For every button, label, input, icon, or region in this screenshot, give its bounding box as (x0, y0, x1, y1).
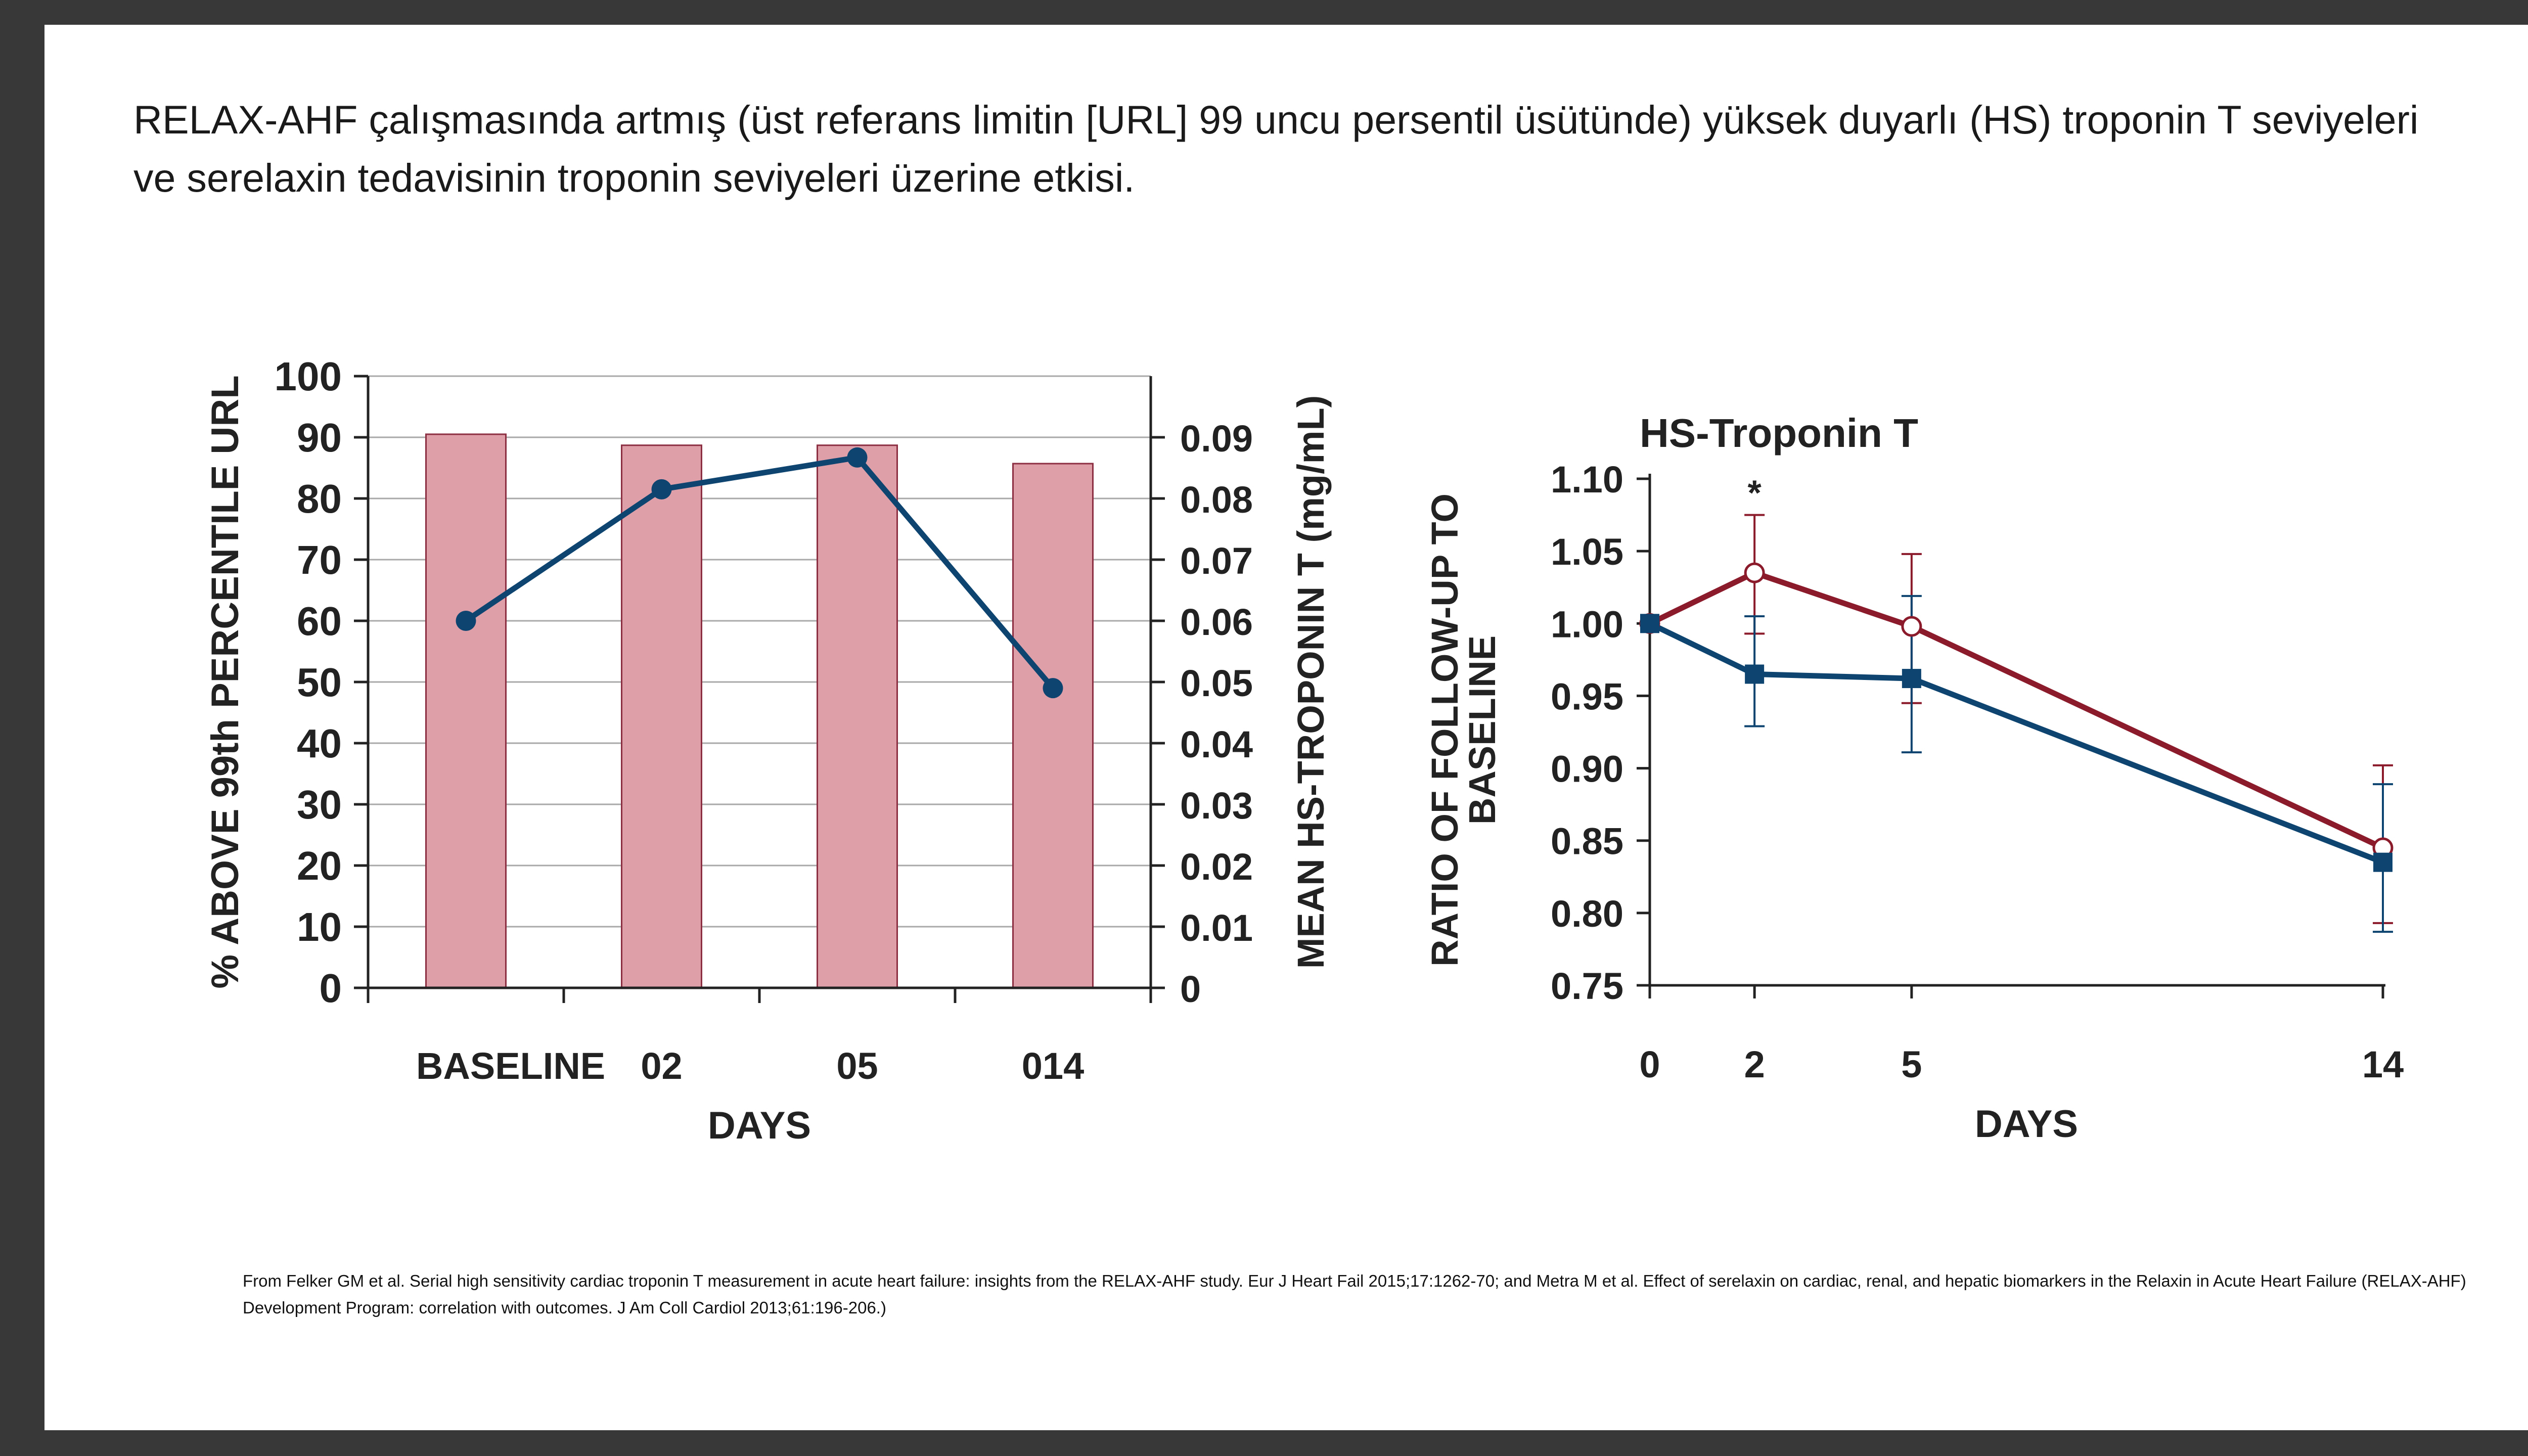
filled-square-marker (1902, 669, 1921, 689)
y-tick-label: 0.95 (1551, 675, 1623, 717)
right-tick-label: 0.03 (1180, 785, 1253, 827)
y-tick-label: 1.05 (1551, 531, 1623, 573)
filled-square-marker (1640, 614, 1659, 633)
x-category-label: 014 (1022, 1045, 1084, 1087)
mean-troponin-point (651, 479, 672, 499)
left-tick-label: 80 (297, 476, 342, 521)
x-category-label: 02 (641, 1045, 682, 1087)
x-tick-label: 0 (1639, 1043, 1660, 1085)
x-axis-title: DAYS (1975, 1103, 2078, 1146)
left-tick-label: 20 (297, 843, 342, 888)
x-tick-label: 2 (1744, 1043, 1765, 1085)
mean-troponin-point (1043, 678, 1063, 699)
bar-line-chart: 0 10 20 30 40 50 60 70 80 90 100 0 0.01 0.02 0.03 0.04 0… (204, 354, 1332, 1147)
y-tick-label: 0.75 (1551, 965, 1623, 1007)
y-tick-label: 1.10 (1551, 459, 1623, 500)
x-axis-title: DAYS (708, 1104, 811, 1147)
right-tick-label: 0.05 (1180, 662, 1253, 704)
bar (1012, 463, 1094, 989)
right-tick-label: 0 (1180, 968, 1201, 1010)
y-tick-label: 0.90 (1551, 748, 1623, 790)
mean-troponin-line (464, 454, 1055, 690)
y-axis-title-line: RATIO OF FOLLOW-UP TO (1424, 493, 1466, 967)
left-tick-label: 10 (297, 904, 342, 949)
right-tick-label: 0.04 (1180, 723, 1253, 765)
ratio-line-chart: HS-Troponin T 0.75 0.80 0.85 0.90 0.95 1.00 1.0… (1424, 411, 2404, 1146)
open-circle-marker (1744, 562, 1765, 583)
y-tick-label: 0.80 (1551, 893, 1623, 935)
right-tick-label: 0.08 (1180, 479, 1253, 521)
filled-square-marker (2373, 852, 2392, 872)
filled-square-marker (1745, 664, 1765, 684)
charts: 010203040506070809010000.010.020.030.040… (204, 354, 2404, 1147)
slide-title: RELAX-AHF çalışmasında artmış (üst refer… (133, 97, 2419, 200)
x-category-label: 05 (836, 1045, 878, 1087)
right-tick-label: 0.06 (1180, 601, 1253, 643)
left-tick-label: 40 (297, 721, 342, 766)
left-tick-label: 50 (297, 660, 342, 705)
chart-title: HS-Troponin T (1640, 411, 1918, 456)
left-axis-title: % ABOVE 99th PERCENTILE URL (204, 375, 247, 988)
y-axis-title: RATIO OF FOLLOW-UP TOBASELINE (1424, 493, 1503, 967)
ratio-line (1648, 570, 2384, 851)
right-tick-label: 0.07 (1180, 540, 1253, 582)
bar (621, 444, 702, 989)
right-tick-label: 0.09 (1180, 418, 1253, 460)
x-category-label: BASELINE (416, 1045, 605, 1087)
bar (817, 444, 898, 989)
left-tick-label: 60 (297, 599, 342, 644)
x-tick-label: 5 (1901, 1043, 1922, 1085)
x-tick-label: 14 (2362, 1043, 2404, 1085)
open-circle-marker (1901, 616, 1922, 637)
bar (425, 433, 507, 989)
right-axis-title: MEAN HS-TROPONIN T (mg/mL) (1290, 395, 1332, 969)
citation: From Felker GM et al. Serial high sensit… (243, 1271, 2466, 1317)
y-axis-title-line: BASELINE (1461, 635, 1503, 825)
y-tick-label: 0.85 (1551, 821, 1623, 862)
y-tick-label: 1.00 (1551, 603, 1623, 645)
right-tick-label: 0.01 (1180, 907, 1253, 949)
left-tick-label: 100 (275, 354, 342, 399)
left-tick-label: 0 (320, 966, 342, 1011)
mean-troponin-point (847, 447, 868, 468)
slide: RELAX-AHF çalışmasında artmış (üst refer… (44, 25, 2528, 1430)
right-tick-label: 0.02 (1180, 846, 1253, 888)
significance-asterisk: * (1748, 473, 1762, 513)
mean-troponin-point (456, 611, 476, 631)
left-tick-label: 90 (297, 415, 342, 460)
left-tick-label: 70 (297, 537, 342, 582)
left-tick-label: 30 (297, 782, 342, 827)
ratio-line (1648, 621, 2384, 865)
